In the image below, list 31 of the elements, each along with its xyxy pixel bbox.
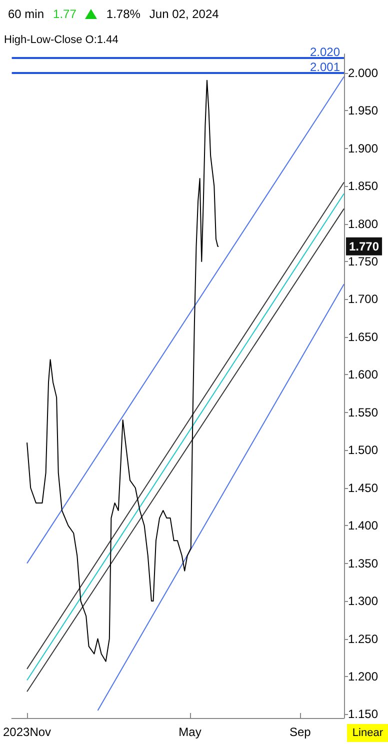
y-tick-label: 1.700 — [348, 292, 378, 306]
y-tick-label: 1.850 — [348, 179, 378, 194]
text: Linear — [347, 724, 388, 742]
text: 1.78% — [106, 7, 140, 21]
text: 1.77 — [53, 7, 76, 21]
y-tick-label: 1.200 — [348, 670, 378, 684]
y-tick-label: 1.950 — [348, 104, 378, 118]
ref-line-label: 2.020 — [310, 44, 340, 59]
y-tick-label: 1.900 — [348, 141, 378, 156]
text: Jun 02, 2024 — [149, 7, 219, 21]
y-tick-label: 1.400 — [348, 518, 378, 533]
y-tick-label: 1.750 — [348, 254, 378, 268]
ref-line-label: 2.001 — [310, 60, 340, 74]
y-tick-label: 2.000 — [348, 66, 378, 80]
y-tick-label: 1.150 — [348, 707, 378, 722]
x-tick-label: May — [178, 725, 202, 739]
x-tick-label: 2023Nov — [2, 725, 52, 739]
y-tick-label: 1.800 — [348, 216, 378, 231]
line-series — [26, 80, 220, 662]
y-tick-label: 1.650 — [348, 330, 378, 344]
y-tick-label: 1.550 — [348, 405, 378, 420]
text: High-Low-Close O:1.44 — [4, 34, 118, 46]
text: 1.770 — [349, 239, 380, 254]
y-tick-label: 1.350 — [348, 556, 378, 570]
y-tick-label: 1.300 — [348, 594, 378, 608]
text: 60 min — [8, 7, 44, 21]
y-tick-label: 1.500 — [348, 443, 378, 458]
y-tick-label: 1.250 — [348, 632, 378, 646]
y-tick-label: 1.450 — [348, 480, 378, 495]
x-tick-label: Sep — [289, 725, 312, 739]
y-tick-label: 1.600 — [348, 368, 378, 382]
